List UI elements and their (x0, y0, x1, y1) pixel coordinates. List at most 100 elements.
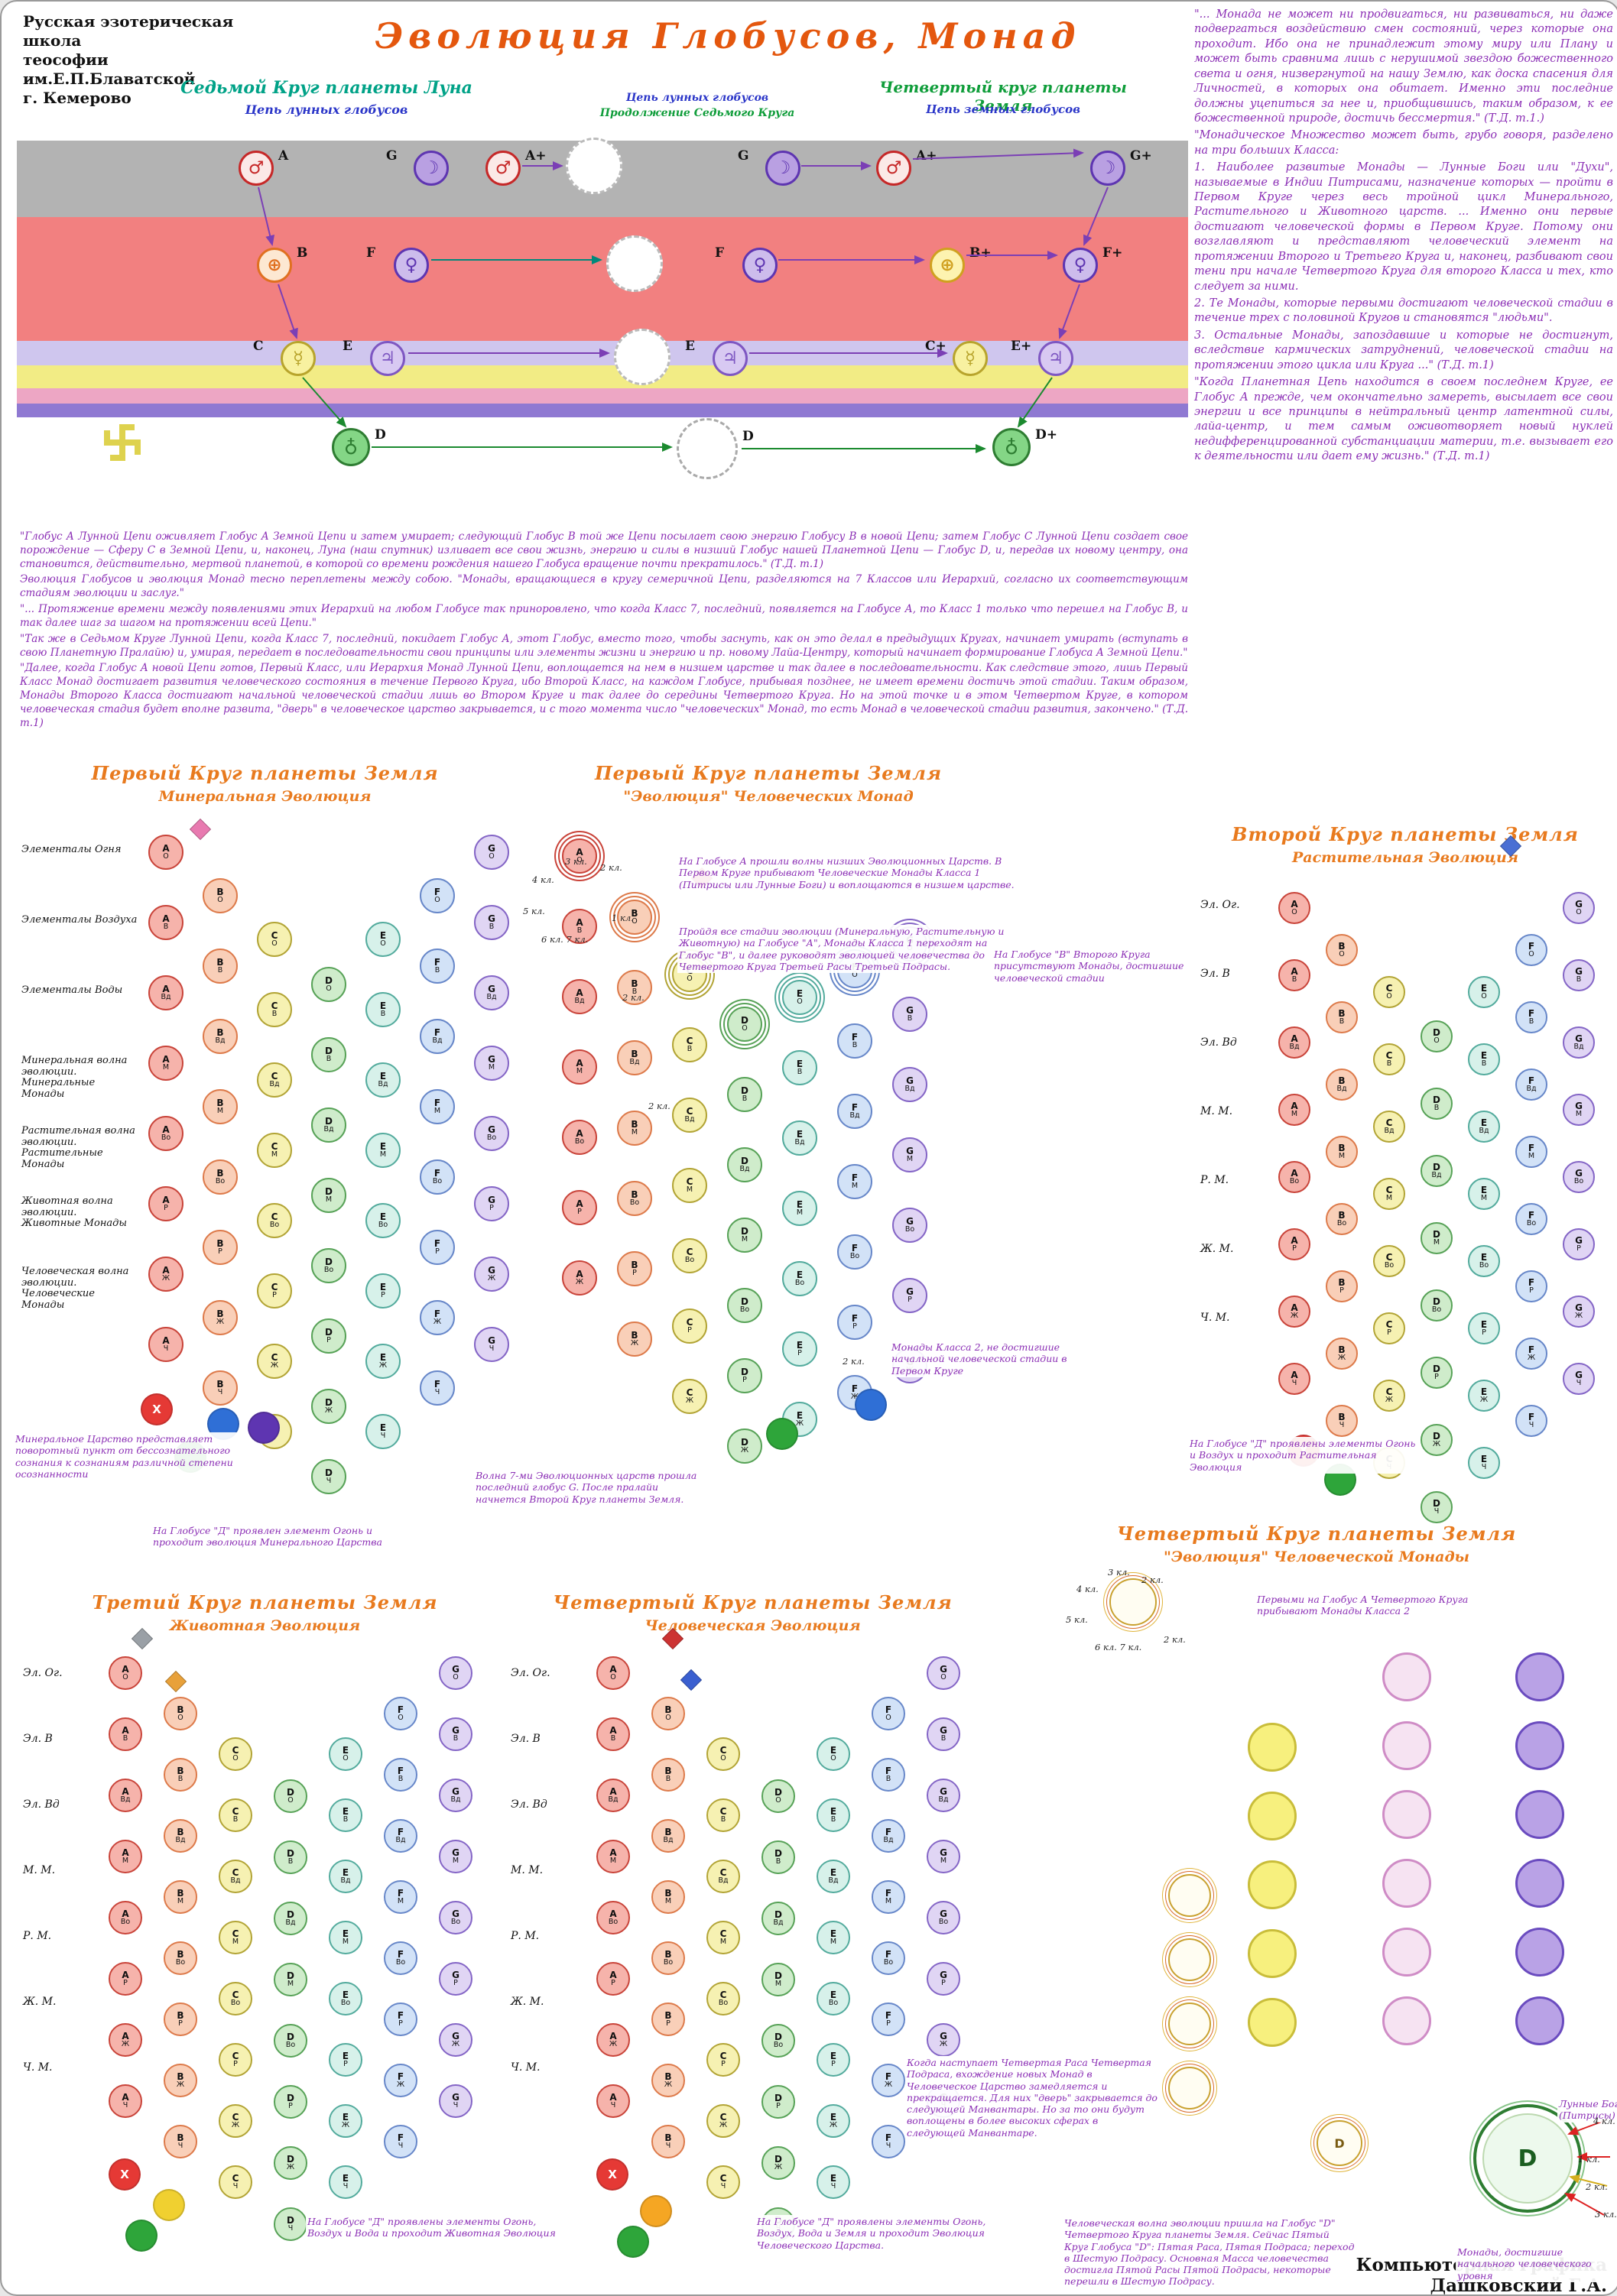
panel-round4-monads: Четвертый Круг планеты Земля "Эволюция" Ч… (1018, 1523, 1615, 2272)
class-ring-circle (1109, 1578, 1157, 1626)
monad-ring-circle (1168, 2067, 1211, 2110)
monad-large-circle (1515, 1652, 1564, 1701)
row-label: Элементалы Воды (21, 984, 123, 996)
monad-circle: C Вд (1373, 1111, 1405, 1143)
monad-circle: A Вд (109, 1779, 142, 1812)
note-callout: На Глобусе "В" Второго Круга присутствую… (992, 948, 1193, 984)
note-callout: На Глобусе "Д" проявлены элементы Огонь,… (755, 2215, 1018, 2252)
note-callout: Минеральное Царство представляет поворот… (14, 1432, 246, 1480)
globe-F: ♀ (742, 248, 778, 283)
monad-circle: E Во (329, 1982, 362, 2015)
monad-circle: G Во (474, 1116, 509, 1151)
accent-circle (766, 1418, 798, 1450)
page-title: Эволюция Глобусов, Монад (375, 15, 1081, 57)
globe-C: ☿ (281, 341, 316, 376)
row-label: Р. М. (511, 1930, 540, 1942)
row-label: Эл. В (511, 1733, 541, 1745)
monad-circle: A Во (562, 1120, 597, 1155)
row-label: Эл. Ог. (23, 1667, 63, 1679)
globe-label: B+ (969, 245, 992, 261)
secret-doctrine-quotes: "... Монада не может ни продвигаться, ни… (1194, 8, 1613, 467)
accent-circle: Х (109, 2158, 141, 2191)
globe-label: F (715, 245, 725, 261)
monad-circle: E Во (1468, 1245, 1500, 1277)
monad-circle: G Во (1563, 1161, 1595, 1193)
monad-circle: G Во (927, 1901, 960, 1934)
row-label: Элементалы Огня (21, 844, 122, 855)
monad-circle: F Вд (420, 1019, 455, 1054)
monad-circle: F Вд (1515, 1069, 1547, 1101)
monad-large-circle (1248, 1860, 1297, 1909)
monad-circle: F Вд (872, 1819, 905, 1853)
class-label: 2 кл. (622, 992, 645, 1003)
globe-label: G (738, 148, 749, 164)
monad-circle: G Вд (474, 975, 509, 1010)
panel-title: Четвертый Круг планеты Земля (1116, 1523, 1517, 1545)
monad-circle: F Во (837, 1234, 872, 1270)
monad-large-circle (1382, 1859, 1431, 1908)
monad-ring-circle (1168, 1874, 1211, 1917)
monad-circle: D Во (727, 1288, 762, 1323)
monad-circle: G Вд (1563, 1026, 1595, 1059)
quote-paragraph: 3. Остальные Монады, запоздавшие и котор… (1194, 329, 1613, 371)
monad-circle: C Вд (257, 1062, 292, 1098)
eight-pointed-star-symbol (74, 248, 109, 283)
row-label: Ж. М. (1200, 1243, 1234, 1255)
monad-circle: E Во (782, 1261, 817, 1296)
globe-label: E (685, 339, 695, 354)
globe-F: ♀ (394, 248, 429, 283)
panel-subtitle: Животная Эволюция (169, 1617, 361, 1634)
note-callout: Лунные Боги (Питрисы) (1557, 2097, 1617, 2123)
note-callout: Волна 7-ми Эволюционных царств прошла по… (474, 1469, 699, 1506)
row-label: М. М. (1200, 1105, 1233, 1117)
row-label: Ч. М. (1200, 1312, 1230, 1324)
globe-D: ♁ (332, 428, 370, 466)
lunar-chain-subtitle: Цепь лунных глобусов (245, 102, 408, 117)
row-label: Ч. М. (23, 2061, 53, 2074)
monad-large-circle (1515, 1859, 1564, 1908)
monad-circle: G Во (892, 1208, 927, 1243)
